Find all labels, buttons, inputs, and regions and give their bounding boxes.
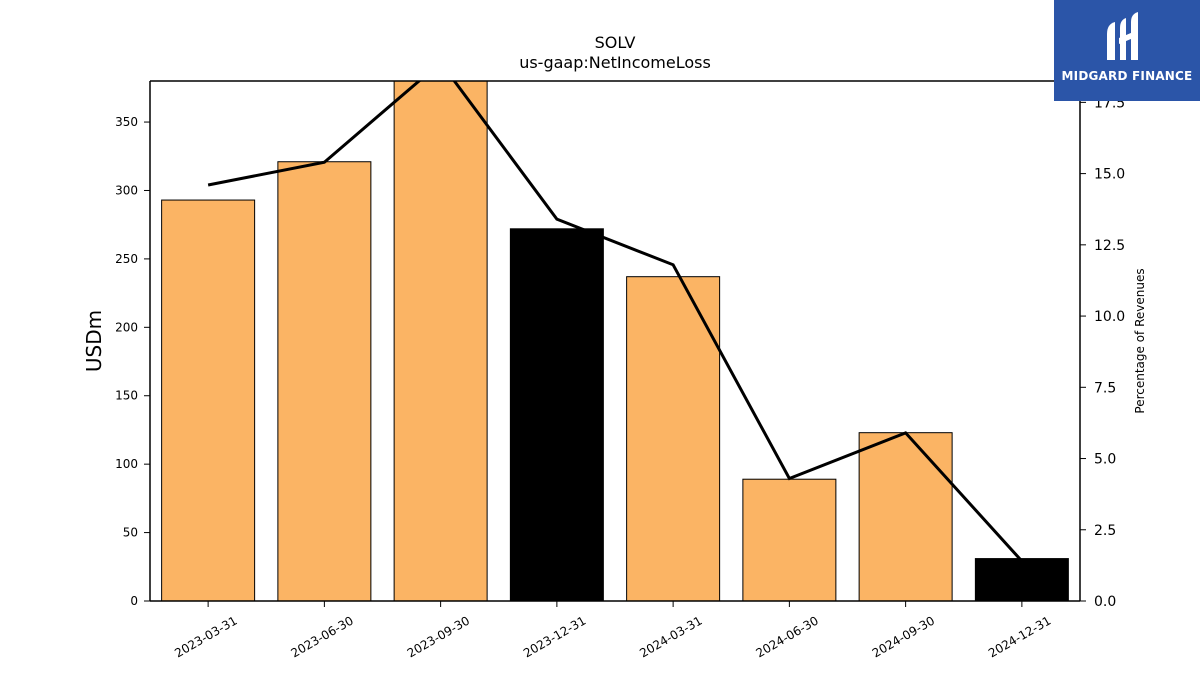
percentage-line [207,81,1023,563]
x-tick-label: 2024-06-30 [753,613,820,660]
x-tick-label: 2023-03-31 [172,613,239,660]
bar-2024-09-30 [858,432,953,601]
chart-subtitle: us-gaap:NetIncomeLoss [519,53,711,72]
logo-mark-icon [1107,12,1138,60]
bars-group [161,81,1069,601]
y-tick-label: 300 [115,183,138,197]
y2-tick-label: 12.5 [1094,238,1125,254]
y2-tick-label: 7.5 [1094,380,1116,396]
bar-2023-09-30 [393,81,488,601]
x-tick-label: 2023-06-30 [288,613,355,660]
y-axis-label: USDm [82,310,106,372]
x-tick-label: 2024-09-30 [870,613,937,660]
brand-logo: MIDGARD FINANCE [1054,0,1200,101]
x-tick-label: 2024-12-31 [986,613,1053,660]
y-tick-label: 0 [130,594,138,608]
bar-2023-06-30 [277,161,372,601]
y2-tick-label: 10.0 [1094,309,1125,325]
y-tick-label: 200 [115,320,138,334]
y-tick-label: 100 [115,457,138,471]
y-tick-label: 150 [115,389,138,403]
x-tick-label: 2024-03-31 [637,613,704,660]
x-tick-label: 2023-12-31 [521,613,588,660]
y-tick-label: 350 [115,115,138,129]
logo-text: MIDGARD FINANCE [1061,69,1193,83]
y-tick-label: 250 [115,252,138,266]
y2-tick-label: 2.5 [1094,523,1116,539]
y2-tick-label: 15.0 [1094,167,1125,183]
bar-2024-12-31 [974,558,1069,601]
y2-tick-label: 5.0 [1094,452,1116,468]
bar-2023-03-31 [161,199,256,601]
bar-2023-12-31 [509,228,604,601]
bar-2024-03-31 [626,276,721,601]
bar-2024-06-30 [742,478,837,601]
y2-axis-label: Percentage of Revenues [1133,268,1147,413]
x-tick-label: 2023-09-30 [405,613,472,660]
y2-tick-label: 0.0 [1094,594,1116,610]
chart-title: SOLV [595,33,636,52]
y-tick-label: 50 [123,526,138,540]
